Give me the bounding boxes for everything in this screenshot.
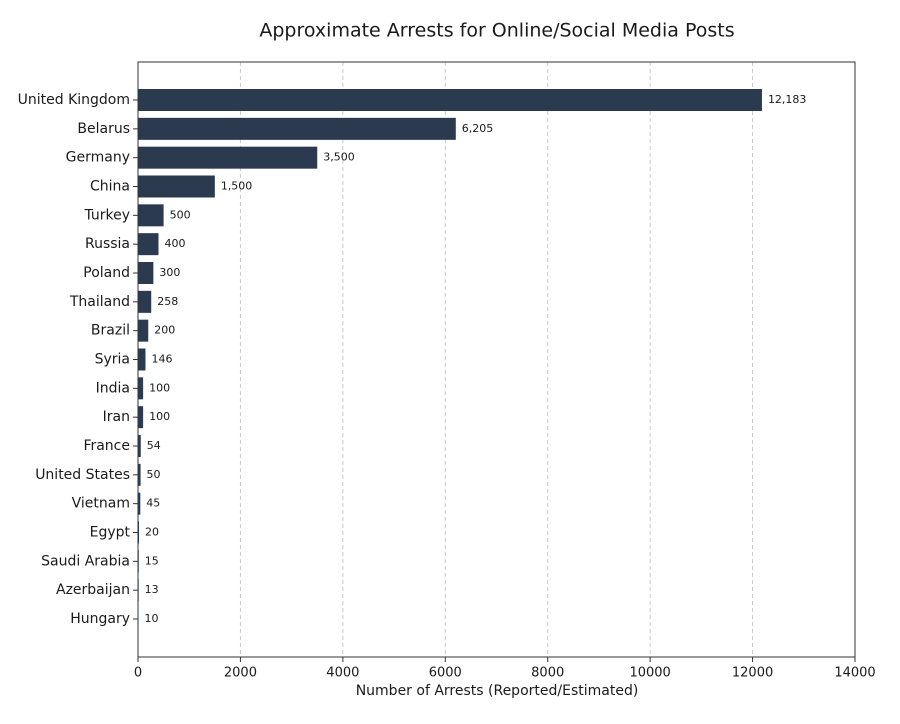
y-tick-label: Syria — [95, 352, 130, 368]
value-label: 10 — [145, 612, 159, 625]
value-label: 400 — [164, 237, 185, 250]
bar — [138, 492, 141, 515]
y-tick-label: Brazil — [91, 323, 130, 339]
x-tick-label: 2000 — [224, 666, 257, 681]
bar — [138, 463, 141, 486]
bar — [138, 89, 762, 111]
bar — [138, 117, 456, 140]
bar — [138, 521, 140, 544]
y-tick-label: Russia — [85, 236, 130, 252]
y-tick-label: United Kingdom — [18, 92, 130, 108]
y-tick-label: China — [90, 179, 130, 195]
x-tick-label: 4000 — [326, 666, 359, 681]
y-tick-label: Egypt — [90, 525, 131, 541]
x-tick-label: 12000 — [732, 666, 773, 681]
value-label: 100 — [149, 410, 170, 423]
y-tick-label: United States — [35, 467, 130, 483]
value-label: 15 — [145, 554, 159, 567]
chart-title: Approximate Arrests for Online/Social Me… — [259, 20, 734, 42]
bar — [138, 550, 139, 573]
x-tick-label: 10000 — [629, 666, 670, 681]
bar — [138, 319, 149, 342]
bar — [138, 175, 215, 198]
value-label: 100 — [149, 381, 170, 394]
y-tick-label: Hungary — [70, 611, 130, 627]
y-tick-label: Thailand — [69, 294, 130, 310]
value-label: 6,205 — [462, 122, 494, 135]
y-tick-label: Turkey — [83, 207, 130, 223]
value-label: 500 — [170, 208, 191, 221]
value-label: 200 — [154, 324, 175, 337]
bar — [138, 608, 139, 630]
value-label: 146 — [151, 353, 172, 366]
value-label: 54 — [147, 439, 161, 452]
bar — [138, 377, 144, 400]
y-tick-label: Saudi Arabia — [41, 553, 130, 569]
y-tick-label: France — [83, 438, 130, 454]
x-tick-label: 6000 — [429, 666, 462, 681]
y-tick-label: India — [96, 380, 130, 396]
value-label: 3,500 — [323, 151, 355, 164]
x-tick-label: 14000 — [834, 666, 875, 681]
value-label: 20 — [145, 526, 159, 539]
value-label: 300 — [159, 266, 180, 279]
bar — [138, 406, 144, 429]
x-axis-label: Number of Arrests (Reported/Estimated) — [356, 683, 639, 699]
bar — [138, 435, 141, 457]
value-label: 45 — [146, 497, 160, 510]
value-label: 13 — [145, 583, 159, 596]
value-label: 1,500 — [221, 180, 253, 193]
x-tick-label: 0 — [134, 666, 142, 681]
y-tick-label: Germany — [66, 150, 130, 166]
bar — [138, 204, 164, 227]
y-tick-label: Iran — [103, 409, 130, 425]
bar — [138, 290, 152, 313]
bar — [138, 146, 318, 169]
bar — [138, 348, 146, 371]
y-tick-label: Belarus — [77, 121, 130, 137]
value-label: 258 — [157, 295, 178, 308]
y-tick-label: Azerbaijan — [56, 582, 130, 598]
value-label: 12,183 — [768, 93, 807, 106]
x-tick-label: 8000 — [531, 666, 564, 681]
bar — [138, 262, 154, 284]
y-tick-label: Vietnam — [72, 496, 130, 512]
y-tick-label: Poland — [83, 265, 130, 281]
bar — [138, 579, 139, 602]
bar — [138, 233, 159, 256]
value-label: 50 — [147, 468, 161, 481]
